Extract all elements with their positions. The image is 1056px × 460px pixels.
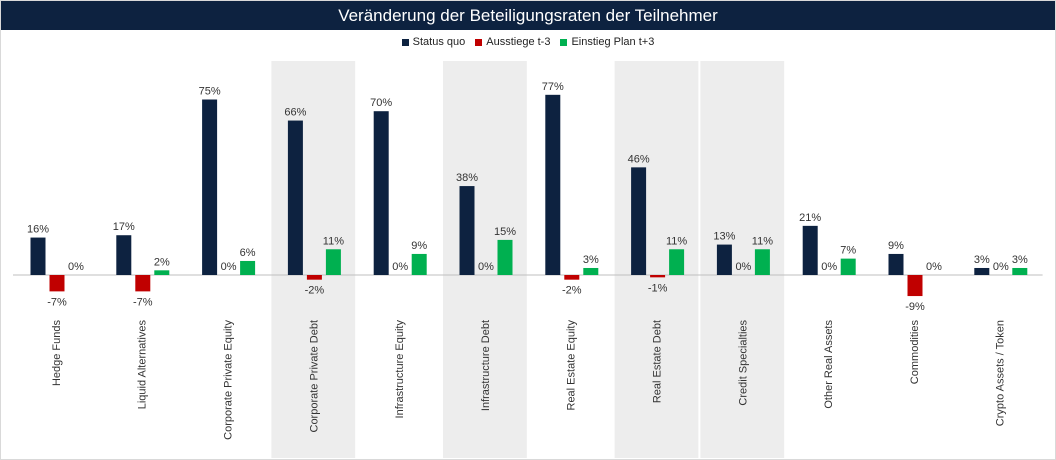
data-label-status-quo-hedge-funds: 16% [27, 224, 49, 236]
highlight-band-corporate-private-debt [271, 61, 356, 458]
legend-label-ausstiege: Ausstiege t-3 [486, 36, 551, 48]
bar-ausstiege-t-3-liquid-alternatives [135, 275, 151, 292]
category-label-real-estate-equity: Real Estate Equity [566, 320, 578, 411]
data-label-ausstiege-t-3-real-estate-debt: -1% [648, 282, 668, 294]
bar-status-quo-crypto-assets-token [974, 267, 990, 275]
bar-ausstiege-t-3-real-estate-equity [564, 275, 580, 280]
category-label-commodities: Commodities [909, 320, 921, 385]
legend-label-status-quo: Status quo [412, 36, 466, 48]
legend-item-einstieg: Einstieg Plan t+3 [560, 36, 654, 48]
bar-einstieg-plan-t-3-other-real-assets [840, 258, 856, 275]
data-label-einstieg-plan-t-3-infrastructure-equity: 9% [411, 240, 427, 252]
bar-einstieg-plan-t-3-real-estate-debt [669, 249, 685, 275]
data-label-status-quo-real-estate-equity: 77% [542, 81, 564, 93]
category-label-hedge-funds: Hedge Funds [51, 320, 63, 387]
data-label-status-quo-corporate-private-debt: 66% [284, 107, 306, 119]
data-label-status-quo-corporate-private-equity: 75% [199, 86, 221, 98]
bar-ausstiege-t-3-hedge-funds [49, 275, 65, 292]
data-label-einstieg-plan-t-3-real-estate-equity: 3% [583, 254, 599, 266]
data-label-einstieg-plan-t-3-hedge-funds: 0% [68, 261, 84, 273]
data-label-ausstiege-t-3-crypto-assets-token: 0% [993, 261, 1009, 273]
highlight-band-real-estate-debt [614, 61, 699, 458]
bar-ausstiege-t-3-commodities [907, 275, 923, 297]
data-label-einstieg-plan-t-3-liquid-alternatives: 2% [154, 256, 170, 268]
data-label-status-quo-real-estate-debt: 46% [628, 153, 650, 165]
data-label-ausstiege-t-3-credit-specialties: 0% [735, 261, 751, 273]
data-label-status-quo-credit-specialties: 13% [713, 231, 735, 243]
data-label-einstieg-plan-t-3-credit-specialties: 11% [752, 235, 773, 247]
bar-status-quo-real-estate-equity [545, 94, 561, 275]
bar-einstieg-plan-t-3-liquid-alternatives [154, 270, 170, 275]
legend-label-einstieg: Einstieg Plan t+3 [571, 36, 655, 48]
data-label-einstieg-plan-t-3-crypto-assets-token: 3% [1012, 254, 1028, 266]
data-label-ausstiege-t-3-other-real-assets: 0% [821, 261, 837, 273]
data-label-status-quo-infrastructure-equity: 70% [370, 97, 392, 109]
chart-title: Veränderung der Beteiligungsraten der Te… [1, 1, 1055, 30]
data-label-status-quo-other-real-assets: 21% [799, 212, 821, 224]
data-label-ausstiege-t-3-real-estate-equity: -2% [562, 285, 582, 297]
data-label-einstieg-plan-t-3-real-estate-debt: 11% [666, 235, 687, 247]
legend-item-ausstiege: Ausstiege t-3 [475, 36, 550, 48]
bar-status-quo-commodities [888, 253, 904, 275]
data-label-ausstiege-t-3-corporate-private-equity: 0% [221, 261, 237, 273]
bar-status-quo-liquid-alternatives [116, 235, 132, 275]
data-label-ausstiege-t-3-liquid-alternatives: -7% [133, 296, 153, 308]
data-label-ausstiege-t-3-corporate-private-debt: -2% [305, 285, 325, 297]
data-label-ausstiege-t-3-commodities: -9% [905, 301, 925, 313]
data-label-status-quo-commodities: 9% [888, 240, 904, 252]
legend-swatch-einstieg [560, 38, 568, 46]
bar-ausstiege-t-3-real-estate-debt [650, 275, 666, 278]
bar-status-quo-corporate-private-equity [202, 99, 218, 275]
data-label-einstieg-plan-t-3-commodities: 0% [926, 261, 942, 273]
legend-item-status-quo: Status quo [401, 36, 466, 48]
data-label-einstieg-plan-t-3-corporate-private-equity: 6% [240, 247, 256, 259]
highlight-band-infrastructure-debt [443, 61, 527, 458]
category-label-infrastructure-equity: Infrastructure Equity [394, 320, 406, 419]
category-label-other-real-assets: Other Real Assets [823, 320, 835, 409]
data-label-status-quo-liquid-alternatives: 17% [113, 221, 135, 233]
bar-status-quo-infrastructure-equity [373, 111, 389, 275]
bar-status-quo-hedge-funds [30, 237, 46, 275]
category-label-real-estate-debt: Real Estate Debt [652, 320, 664, 403]
category-label-crypto-assets-token: Crypto Assets / Token [995, 320, 1007, 426]
data-label-status-quo-infrastructure-debt: 38% [456, 172, 478, 184]
bar-status-quo-corporate-private-debt [287, 120, 303, 275]
data-label-status-quo-crypto-assets-token: 3% [974, 254, 990, 266]
bar-status-quo-credit-specialties [716, 244, 732, 275]
highlight-band-credit-specialties [700, 61, 785, 458]
bar-status-quo-infrastructure-debt [459, 186, 475, 275]
category-label-credit-specialties: Credit Specialties [737, 320, 749, 406]
data-label-ausstiege-t-3-infrastructure-equity: 0% [392, 261, 408, 273]
category-label-corporate-private-equity: Corporate Private Equity [223, 320, 235, 440]
category-label-infrastructure-debt: Infrastructure Debt [480, 320, 492, 411]
bar-status-quo-other-real-assets [802, 225, 818, 275]
legend-swatch-ausstiege [475, 38, 483, 46]
bar-status-quo-real-estate-debt [631, 167, 647, 275]
category-label-liquid-alternatives: Liquid Alternatives [137, 320, 149, 410]
data-label-einstieg-plan-t-3-corporate-private-debt: 11% [323, 235, 344, 247]
bar-einstieg-plan-t-3-infrastructure-equity [411, 253, 427, 275]
category-label-corporate-private-debt: Corporate Private Debt [308, 320, 320, 433]
bar-einstieg-plan-t-3-corporate-private-equity [240, 260, 256, 275]
data-label-einstieg-plan-t-3-other-real-assets: 7% [840, 245, 856, 257]
chart-legend: Status quo Ausstiege t-3 Einstieg Plan t… [0, 33, 1056, 51]
data-label-einstieg-plan-t-3-infrastructure-debt: 15% [494, 226, 516, 238]
bar-einstieg-plan-t-3-real-estate-equity [583, 267, 599, 275]
bar-einstieg-plan-t-3-crypto-assets-token [1012, 267, 1028, 275]
bar-einstieg-plan-t-3-infrastructure-debt [497, 239, 513, 275]
bar-ausstiege-t-3-corporate-private-debt [306, 275, 322, 280]
data-label-ausstiege-t-3-hedge-funds: -7% [47, 296, 67, 308]
bar-einstieg-plan-t-3-credit-specialties [754, 249, 770, 275]
bar-einstieg-plan-t-3-corporate-private-debt [325, 249, 341, 275]
data-label-ausstiege-t-3-infrastructure-debt: 0% [478, 261, 494, 273]
legend-swatch-status-quo [401, 38, 409, 46]
